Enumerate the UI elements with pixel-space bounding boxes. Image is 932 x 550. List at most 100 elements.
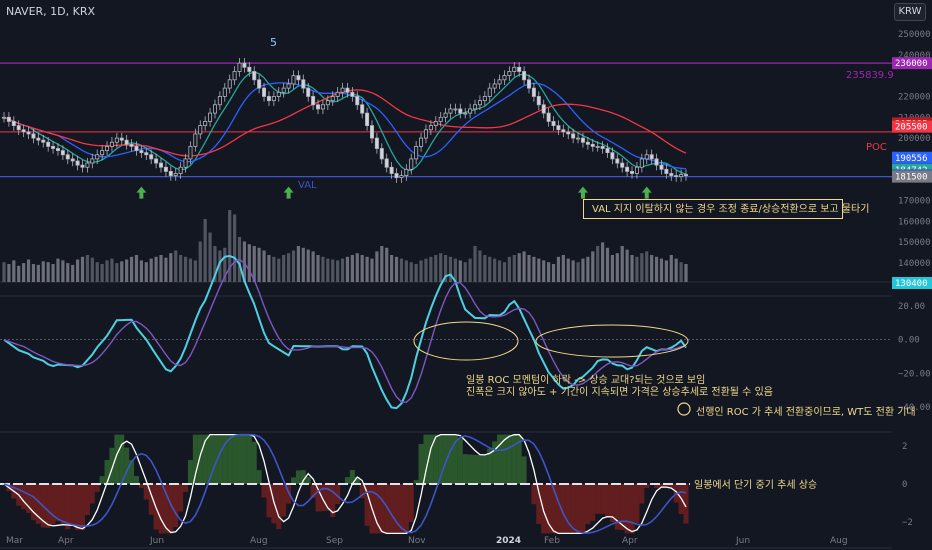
wt-hist-bar xyxy=(80,484,86,531)
candle-body xyxy=(468,108,473,114)
wt-hist-bar xyxy=(359,484,365,499)
candle-body xyxy=(409,158,414,170)
candle-body xyxy=(556,125,561,131)
volume-bar xyxy=(542,260,546,282)
wt-hist-bar xyxy=(158,484,164,534)
candle-body xyxy=(585,141,590,145)
wt-hist-bar xyxy=(511,434,517,484)
candle-body xyxy=(257,79,262,89)
candle-body xyxy=(463,112,468,115)
candle-body xyxy=(11,121,16,126)
volume-bar xyxy=(581,258,585,282)
candle-body xyxy=(149,154,154,160)
wt-hist-bar xyxy=(335,484,341,504)
candle-body xyxy=(522,71,527,81)
currency-button[interactable]: KRW xyxy=(894,3,926,21)
candle-body xyxy=(124,139,129,145)
wt-hist-bar xyxy=(506,434,512,484)
candle-body xyxy=(536,96,541,106)
wt-hist-bar xyxy=(26,484,32,513)
wt-hist-bar xyxy=(600,484,606,514)
time-tick-label: Feb xyxy=(544,536,560,546)
roc-note-3: 선행인 ROC 가 추세 전환중이므로, WT도 전환 기대 xyxy=(696,407,916,418)
volume-bar xyxy=(203,219,207,282)
volume-bar xyxy=(26,259,31,282)
time-tick-label: Jun xyxy=(149,536,164,546)
candle-body xyxy=(630,170,635,174)
volume-bar xyxy=(208,232,212,282)
wt-hist-bar xyxy=(222,434,228,484)
resistance-value-label: 235839.9 xyxy=(846,70,894,81)
wt-hist-bar xyxy=(374,484,380,534)
wt-hist-bar xyxy=(634,484,640,523)
wt-line-1 xyxy=(3,433,687,535)
candles xyxy=(2,57,689,183)
volume-bar xyxy=(625,249,629,282)
wt-hist-bar xyxy=(447,434,453,484)
roc-note-2: 진폭은 크지 않아도 + 기간이 지속되면 가격은 상승추세로 전환될 수 있음 xyxy=(466,387,773,398)
candle-body xyxy=(134,146,139,151)
volume-bar xyxy=(169,253,173,282)
volume-bar xyxy=(571,260,575,282)
candle-body xyxy=(350,91,355,97)
volume-bar xyxy=(355,253,359,282)
time-axis[interactable]: Mar Apr Jun Aug Sep Nov 2024 Feb Apr Jun Aug xyxy=(6,536,848,546)
wt-hist-bar xyxy=(70,484,76,526)
volume-bar xyxy=(2,262,6,282)
volume-bar xyxy=(654,256,659,282)
candle-body xyxy=(109,141,114,147)
time-tick-label: Nov xyxy=(408,536,426,546)
wt-hist-bar xyxy=(428,434,434,484)
wt-hist-bar xyxy=(310,484,316,498)
candle-body xyxy=(301,79,306,89)
volume-bar xyxy=(46,262,50,282)
volume-bar xyxy=(144,262,148,282)
candle-body xyxy=(590,143,595,147)
candle-body xyxy=(168,170,173,176)
candle-body xyxy=(669,173,674,176)
volume-bar xyxy=(600,242,605,282)
volume-bar xyxy=(434,255,438,282)
wt-tick-label: −2 xyxy=(902,518,913,528)
volume-bar xyxy=(493,258,497,282)
volume-bar xyxy=(321,256,325,282)
price-tick-label: 140000 xyxy=(898,259,931,269)
candle-body xyxy=(26,131,31,135)
signal-markers xyxy=(136,186,652,199)
roc-circle xyxy=(677,402,691,416)
candle-body xyxy=(188,146,193,160)
candle-body xyxy=(340,87,345,93)
candle-body xyxy=(620,162,625,168)
price-axis[interactable]: 2500002400002200002100002000001700001600… xyxy=(892,30,932,528)
candle-body xyxy=(139,150,144,154)
price-tag xyxy=(892,276,932,289)
volume-bar xyxy=(385,247,389,282)
volume-bar xyxy=(85,255,90,282)
wt-hist-bar xyxy=(45,484,51,528)
volume-bar xyxy=(586,256,590,282)
up-arrow-icon xyxy=(641,186,652,199)
roc-panel xyxy=(0,254,892,416)
volume-bar xyxy=(605,247,610,282)
candle-body xyxy=(212,104,217,114)
volume-bar xyxy=(566,258,570,282)
wt-hist-bar xyxy=(595,484,601,514)
candle-body xyxy=(659,164,664,170)
wt-hist-bar xyxy=(482,455,488,484)
wt-hist-bar xyxy=(570,484,576,534)
volume-bar xyxy=(286,253,291,282)
candle-body xyxy=(114,137,119,143)
roc-tick-label: 20.00 xyxy=(898,302,925,312)
time-tick-label: Apr xyxy=(58,536,74,546)
wt-hist-bar xyxy=(555,484,561,534)
wt-hist-bar xyxy=(207,434,213,484)
wt-hist-bar xyxy=(138,484,144,488)
symbol-label[interactable]: NAVER, 1D, KRX xyxy=(6,5,96,18)
wt-hist-bar xyxy=(143,484,149,500)
volume-bar xyxy=(527,255,531,282)
candle-body xyxy=(266,96,271,102)
candle-body xyxy=(178,166,183,174)
volume-bar xyxy=(12,260,16,282)
volume-bar xyxy=(547,262,551,282)
